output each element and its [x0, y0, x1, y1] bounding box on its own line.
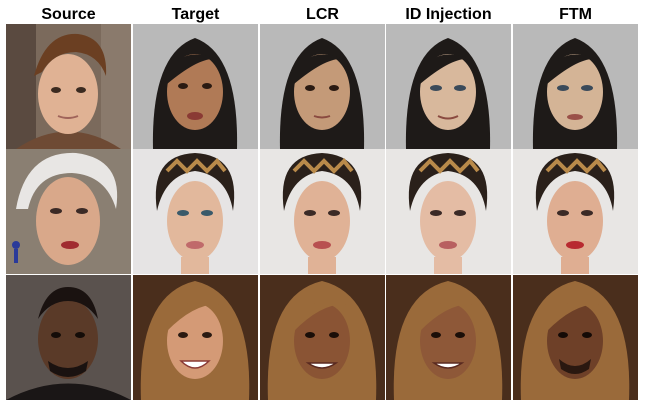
- face-image-row3-source: [6, 275, 131, 400]
- face-image-row2-source: [6, 149, 131, 274]
- face-image-row3-target: [133, 275, 258, 400]
- face-image-row2-ftm: [513, 149, 638, 274]
- face-image-row3-ftm: [513, 275, 638, 400]
- face-image-row1-target: [133, 24, 258, 149]
- face-image-row2-target: [133, 149, 258, 274]
- face-image-row1-lcr: [260, 24, 385, 149]
- column-header-ftm: FTM: [559, 6, 592, 23]
- column-header-lcr: LCR: [306, 6, 339, 23]
- face-image-row3-id-injection: [386, 275, 511, 400]
- face-image-row1-ftm: [513, 24, 638, 149]
- face-image-row2-id-injection: [386, 149, 511, 274]
- face-image-row1-id-injection: [386, 24, 511, 149]
- face-image-row2-lcr: [260, 149, 385, 274]
- column-header-target: Target: [171, 6, 220, 23]
- column-header-source: Source: [41, 6, 96, 23]
- column-header-id-injection: ID Injection: [405, 6, 492, 23]
- face-image-row3-lcr: [260, 275, 385, 400]
- face-image-row1-source: [6, 24, 131, 149]
